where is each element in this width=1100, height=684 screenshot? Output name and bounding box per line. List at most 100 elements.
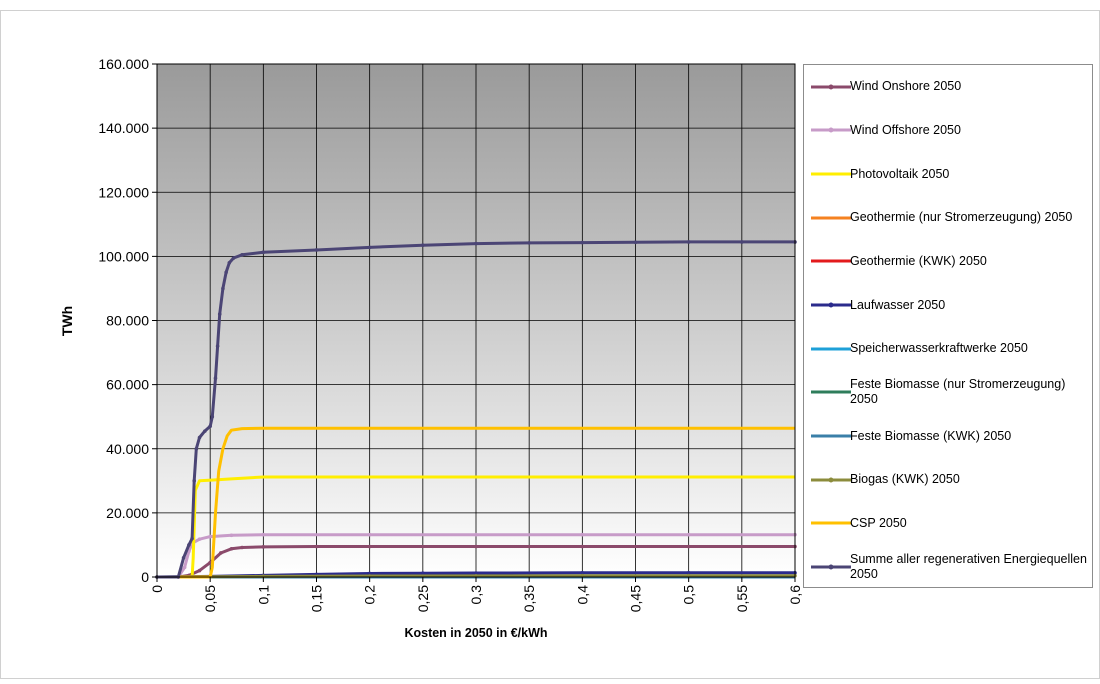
series-point: [580, 532, 585, 537]
series-point: [740, 240, 744, 244]
legend-label: Geothermie (KWK) 2050: [850, 253, 987, 268]
legend-label: Wind Onshore 2050: [850, 79, 962, 94]
series-point: [182, 565, 187, 570]
x-tick-label: 0,05: [202, 585, 218, 612]
y-tick-label: 140.000: [98, 120, 149, 136]
x-tick-label: 0: [149, 585, 165, 593]
x-tick-label: 0,25: [415, 585, 431, 612]
legend-swatch: [811, 127, 851, 133]
legend-item: Photovoltaik 2050: [804, 152, 1094, 196]
series-line-1: [157, 533, 795, 579]
x-tick-label: 0,55: [734, 585, 750, 612]
legend-swatch: [811, 216, 851, 220]
series-point: [208, 424, 212, 429]
series-point: [686, 571, 691, 575]
series-point: [527, 241, 531, 245]
series-point: [367, 571, 372, 576]
legend-label: Feste Biomasse (KWK) 2050: [850, 428, 1012, 443]
series-point: [187, 543, 191, 547]
legend-item: Geothermie (KWK) 2050: [804, 240, 1094, 284]
series-point: [421, 571, 425, 575]
legend-item: Summe aller regenerativen Energiequellen…: [804, 545, 1094, 589]
y-tick-label: 100.000: [98, 248, 149, 264]
series-point: [194, 446, 199, 451]
legend-item: CSP 2050: [804, 502, 1094, 546]
x-tick-label: 0,35: [521, 585, 537, 612]
series-line-2: [157, 475, 795, 579]
series-point: [229, 546, 234, 551]
legend-swatch: [811, 259, 851, 263]
axes: 0 20.000 40.000 60.000 80.000 100.000 120.000 1…: [98, 56, 803, 612]
series-point: [219, 551, 223, 555]
series-point: [229, 533, 234, 538]
series-line-11: [157, 240, 795, 579]
series-point: [192, 479, 197, 483]
series-point: [367, 245, 372, 250]
legend-label: Photovoltaik 2050: [850, 166, 950, 181]
x-tick-label: 0,1: [255, 585, 271, 605]
legend-label: CSP 2050: [850, 515, 907, 530]
x-tick-label: 0,2: [362, 585, 378, 605]
y-tick-label: 0: [141, 569, 149, 585]
x-tick-label: 0,15: [309, 585, 325, 612]
series-point: [240, 252, 244, 257]
series-point: [474, 571, 478, 575]
legend-swatch: [811, 434, 851, 438]
x-tick-label: 0,4: [574, 585, 590, 605]
y-tick-label: 120.000: [98, 184, 149, 200]
series-point: [213, 376, 218, 381]
legend-item: Feste Biomasse (KWK) 2050: [804, 414, 1094, 458]
x-tick-label: 0,5: [681, 585, 697, 605]
plot-border: [156, 63, 796, 578]
legend-item: Feste Biomasse (nur Stromerzeugung) 2050: [804, 371, 1094, 415]
legend-item: Biogas (KWK) 2050: [804, 458, 1094, 502]
legend-item: Laufwasser 2050: [804, 283, 1094, 327]
legend-label: Laufwasser 2050: [850, 297, 946, 312]
legend-item: Wind Offshore 2050: [804, 109, 1094, 153]
series-point: [224, 270, 228, 275]
series-point: [261, 545, 266, 549]
series-point: [227, 260, 232, 265]
series-point: [633, 240, 638, 245]
series-point: [580, 240, 585, 245]
series-point: [686, 544, 691, 549]
legend-swatch: [811, 521, 851, 525]
y-tick-label: 20.000: [106, 505, 149, 521]
series-point: [203, 429, 207, 433]
legend-swatch: [811, 84, 851, 90]
series-point: [580, 571, 585, 575]
legend-label: Geothermie (nur Stromerzeugung) 2050: [850, 210, 1073, 225]
series-line-10: [157, 426, 795, 579]
series-point: [367, 532, 372, 537]
series-point: [314, 544, 319, 549]
series-point: [580, 544, 585, 549]
legend-item: Speicherwasserkraftwerke 2050: [804, 327, 1094, 371]
x-tick-label: 0,3: [468, 585, 484, 605]
series-point: [240, 545, 244, 550]
series-point: [197, 537, 202, 541]
series-point: [474, 532, 478, 537]
series-point: [217, 312, 222, 316]
legend-label: Biogas (KWK) 2050: [850, 472, 960, 487]
x-tick-label: 0,6: [787, 585, 803, 605]
series-point: [215, 344, 220, 348]
y-tick-label: 60.000: [106, 377, 149, 393]
legend-label: Feste Biomasse (nur Stromerzeugung) 2050: [850, 377, 1066, 407]
y-tick-label: 160.000: [98, 56, 149, 72]
series-point: [210, 414, 215, 419]
series-point: [314, 248, 319, 252]
legend-swatch: [811, 564, 851, 570]
series-point: [181, 555, 186, 560]
y-axis-title: TWh: [59, 306, 75, 336]
series-point: [231, 256, 236, 260]
legend-swatch: [811, 302, 851, 308]
legend: Wind Onshore 2050 Wind Offshore 2050 Photo…: [803, 64, 1093, 588]
series-point: [421, 243, 425, 247]
series-point: [474, 544, 478, 549]
series-point: [208, 534, 212, 539]
legend-swatch: [811, 477, 851, 483]
grid-lines: [157, 63, 796, 577]
legend-label: Wind Offshore 2050: [850, 122, 961, 137]
series-point: [197, 435, 202, 440]
